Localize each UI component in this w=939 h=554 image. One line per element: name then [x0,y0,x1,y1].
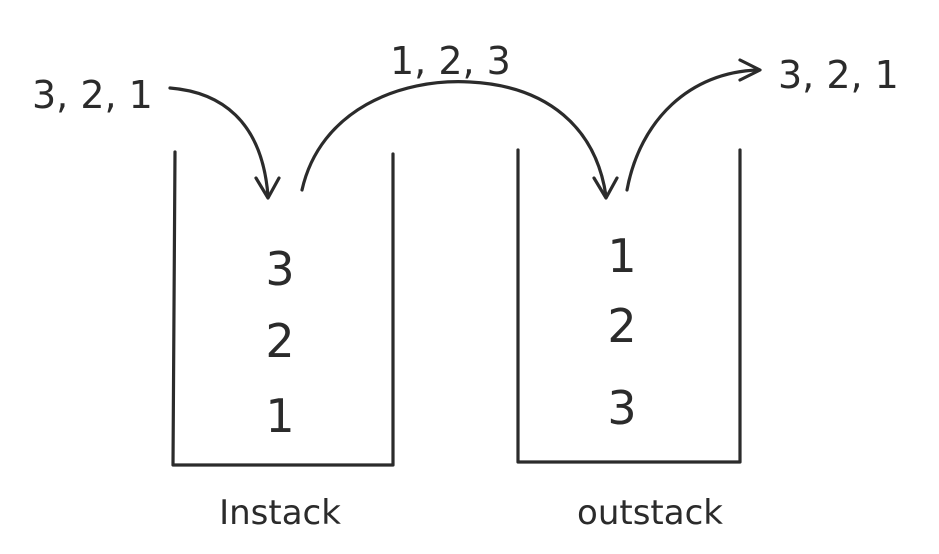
transfer-sequence-label: 1, 2, 3 [390,39,511,83]
instack-label: Instack [219,493,341,533]
outstack-item: 1 [607,229,636,283]
instack-container [171,150,395,467]
pop-arrow [625,58,762,192]
outstack-item: 3 [607,381,636,435]
instack-item: 1 [265,389,294,443]
output-sequence-label: 3, 2, 1 [778,53,899,97]
instack-item: 2 [265,314,294,368]
outstack-item: 2 [607,299,636,353]
outstack-container [516,148,742,464]
transfer-arrow [300,80,619,200]
outstack-label: outstack [577,493,723,533]
input-sequence-label: 3, 2, 1 [32,73,153,117]
instack-item: 3 [265,242,294,296]
push-arrow [168,86,281,200]
